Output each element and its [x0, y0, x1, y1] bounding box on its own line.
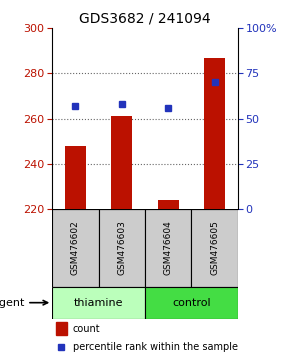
Text: GSM476604: GSM476604 [164, 221, 173, 275]
Bar [191, 209, 238, 287]
Text: control: control [172, 298, 211, 308]
Bar [204, 58, 225, 209]
Text: thiamine: thiamine [74, 298, 123, 308]
Bar [52, 209, 99, 287]
Bar [65, 145, 86, 209]
Text: GSM476603: GSM476603 [117, 220, 126, 275]
Text: count: count [72, 324, 100, 333]
Text: percentile rank within the sample: percentile rank within the sample [72, 342, 238, 352]
Title: GDS3682 / 241094: GDS3682 / 241094 [79, 12, 211, 26]
Text: agent: agent [0, 298, 48, 308]
Bar [158, 200, 179, 209]
Bar [52, 287, 145, 319]
Text: GSM476605: GSM476605 [210, 220, 219, 275]
Bar [56, 322, 67, 335]
Bar [145, 209, 191, 287]
Text: GSM476602: GSM476602 [71, 221, 80, 275]
Bar [145, 287, 238, 319]
Bar [111, 116, 132, 209]
Bar [99, 209, 145, 287]
